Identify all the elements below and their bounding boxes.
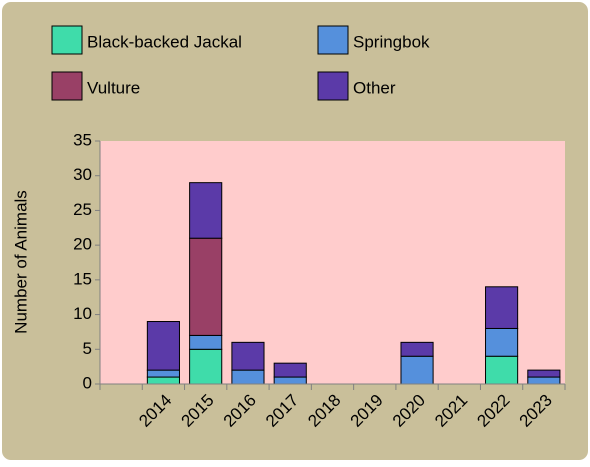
legend-label: Black-backed Jackal <box>87 32 242 51</box>
y-tick-label: 15 <box>73 269 92 288</box>
bar-segment <box>485 355 519 385</box>
bar-segment <box>527 376 561 385</box>
bar-segment <box>146 376 180 385</box>
bar-segment <box>527 369 561 378</box>
legend-label: Springbok <box>353 32 430 51</box>
y-tick-label: 30 <box>73 165 92 184</box>
legend-swatch <box>317 71 349 101</box>
legend-swatch <box>51 71 83 101</box>
y-tick-label: 5 <box>83 339 92 358</box>
bar-segment <box>189 348 223 385</box>
bar-segment <box>273 362 307 378</box>
bar-segment <box>485 286 519 329</box>
legend-swatch <box>51 25 83 55</box>
y-tick-label: 25 <box>73 200 92 219</box>
legend-label: Other <box>353 78 396 97</box>
bar-segment <box>189 334 223 350</box>
bar-segment <box>231 369 265 385</box>
y-tick-label: 0 <box>83 373 92 392</box>
legend-label: Vulture <box>87 78 140 97</box>
bar-segment <box>146 369 180 378</box>
y-axis-label: Number of Animals <box>11 190 30 334</box>
y-tick-label: 20 <box>73 235 92 254</box>
bar-segment <box>231 341 265 371</box>
legend-swatch <box>317 25 349 55</box>
y-tick-label: 10 <box>73 304 92 323</box>
bar-segment <box>400 341 434 357</box>
bar-segment <box>189 182 223 239</box>
bar-segment <box>485 327 519 357</box>
bar-segment <box>400 355 434 385</box>
bar-segment <box>146 321 180 371</box>
y-tick-label: 35 <box>73 130 92 149</box>
bar-segment <box>273 376 307 385</box>
bar-segment <box>189 237 223 336</box>
